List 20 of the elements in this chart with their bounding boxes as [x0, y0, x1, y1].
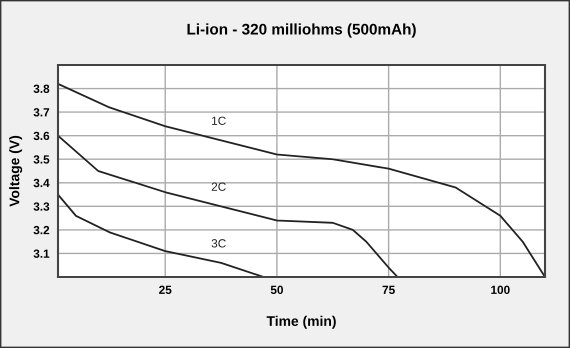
series-label: 3C: [212, 239, 226, 248]
y-tick-label: 3.4: [34, 178, 50, 188]
y-tick-label: 3.2: [34, 226, 50, 234]
line-series: [58, 134, 398, 277]
series-label: 1C: [212, 116, 226, 125]
x-tick-label: 50: [270, 286, 284, 294]
y-tick-label: 3.3: [34, 202, 50, 211]
y-tick-label: 3.7: [34, 108, 50, 117]
x-tick-label: 25: [159, 286, 172, 294]
line-series: [58, 194, 264, 277]
x-tick-label: 100: [491, 286, 510, 294]
x-tick-label: 75: [382, 286, 395, 294]
chart-title: Li-ion - 320 milliohms (500mAh): [188, 23, 416, 38]
y-tick-label: 3.5: [34, 155, 50, 164]
series-label: 2C: [212, 182, 226, 191]
x-axis-title: Time (min): [266, 316, 336, 329]
y-tick-label: 3.1: [34, 249, 50, 258]
y-axis-title: Voltage (V): [9, 136, 22, 207]
y-tick-label: 3.8: [34, 84, 50, 93]
y-tick-label: 3.6: [34, 132, 50, 140]
